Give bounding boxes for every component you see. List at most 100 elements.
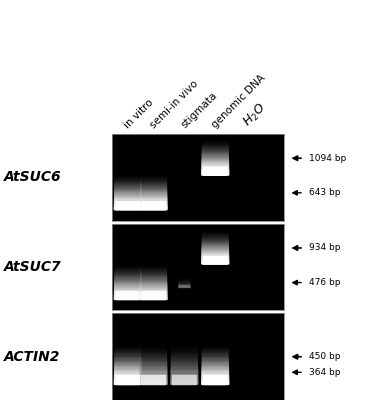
FancyBboxPatch shape bbox=[178, 282, 190, 284]
FancyBboxPatch shape bbox=[114, 363, 141, 366]
FancyBboxPatch shape bbox=[140, 371, 167, 373]
FancyBboxPatch shape bbox=[202, 248, 229, 250]
FancyBboxPatch shape bbox=[201, 379, 229, 381]
FancyBboxPatch shape bbox=[114, 268, 141, 270]
FancyBboxPatch shape bbox=[170, 376, 199, 378]
FancyBboxPatch shape bbox=[202, 164, 229, 166]
FancyBboxPatch shape bbox=[114, 281, 141, 283]
FancyBboxPatch shape bbox=[114, 272, 141, 275]
FancyBboxPatch shape bbox=[140, 352, 167, 354]
FancyBboxPatch shape bbox=[202, 155, 229, 157]
FancyBboxPatch shape bbox=[140, 280, 167, 282]
FancyBboxPatch shape bbox=[140, 198, 167, 200]
FancyBboxPatch shape bbox=[202, 254, 229, 256]
FancyBboxPatch shape bbox=[140, 182, 167, 184]
FancyBboxPatch shape bbox=[202, 349, 229, 351]
FancyBboxPatch shape bbox=[140, 188, 167, 190]
FancyBboxPatch shape bbox=[178, 280, 190, 281]
FancyBboxPatch shape bbox=[114, 297, 142, 299]
FancyBboxPatch shape bbox=[114, 267, 141, 269]
FancyBboxPatch shape bbox=[140, 275, 167, 277]
FancyBboxPatch shape bbox=[139, 382, 168, 384]
FancyBboxPatch shape bbox=[140, 363, 167, 366]
FancyBboxPatch shape bbox=[178, 285, 190, 286]
FancyBboxPatch shape bbox=[114, 354, 141, 356]
FancyBboxPatch shape bbox=[201, 375, 229, 377]
FancyBboxPatch shape bbox=[202, 152, 229, 154]
FancyBboxPatch shape bbox=[202, 231, 229, 233]
FancyBboxPatch shape bbox=[114, 283, 142, 285]
FancyBboxPatch shape bbox=[114, 367, 142, 370]
FancyBboxPatch shape bbox=[115, 201, 140, 210]
FancyBboxPatch shape bbox=[114, 382, 142, 384]
FancyBboxPatch shape bbox=[202, 162, 229, 164]
FancyBboxPatch shape bbox=[139, 291, 168, 293]
FancyBboxPatch shape bbox=[114, 207, 142, 209]
FancyBboxPatch shape bbox=[139, 376, 168, 378]
FancyBboxPatch shape bbox=[140, 367, 167, 370]
FancyBboxPatch shape bbox=[202, 364, 229, 367]
Text: 450 bp: 450 bp bbox=[309, 352, 340, 361]
FancyBboxPatch shape bbox=[114, 194, 142, 196]
FancyBboxPatch shape bbox=[114, 358, 141, 360]
FancyBboxPatch shape bbox=[171, 352, 198, 354]
FancyBboxPatch shape bbox=[171, 366, 198, 368]
FancyBboxPatch shape bbox=[139, 379, 168, 381]
FancyBboxPatch shape bbox=[114, 346, 141, 349]
FancyBboxPatch shape bbox=[201, 258, 229, 260]
FancyBboxPatch shape bbox=[202, 147, 229, 149]
FancyBboxPatch shape bbox=[171, 374, 198, 376]
FancyBboxPatch shape bbox=[201, 259, 229, 261]
FancyBboxPatch shape bbox=[139, 202, 168, 204]
FancyBboxPatch shape bbox=[140, 264, 167, 266]
FancyBboxPatch shape bbox=[140, 346, 167, 349]
FancyBboxPatch shape bbox=[202, 232, 229, 234]
FancyBboxPatch shape bbox=[114, 368, 142, 371]
FancyBboxPatch shape bbox=[202, 160, 229, 162]
FancyBboxPatch shape bbox=[202, 242, 229, 244]
FancyBboxPatch shape bbox=[140, 178, 167, 180]
FancyBboxPatch shape bbox=[140, 289, 167, 291]
FancyBboxPatch shape bbox=[140, 267, 167, 269]
FancyBboxPatch shape bbox=[178, 285, 191, 286]
FancyBboxPatch shape bbox=[114, 201, 142, 203]
Text: genomic DNA: genomic DNA bbox=[210, 73, 267, 130]
FancyBboxPatch shape bbox=[114, 190, 141, 192]
FancyBboxPatch shape bbox=[171, 358, 198, 360]
FancyBboxPatch shape bbox=[140, 368, 167, 371]
FancyBboxPatch shape bbox=[171, 345, 198, 347]
FancyBboxPatch shape bbox=[178, 287, 191, 288]
FancyBboxPatch shape bbox=[141, 291, 166, 300]
FancyBboxPatch shape bbox=[201, 174, 229, 176]
Text: 364 bp: 364 bp bbox=[309, 368, 340, 377]
FancyBboxPatch shape bbox=[140, 274, 167, 276]
FancyBboxPatch shape bbox=[140, 197, 167, 199]
FancyBboxPatch shape bbox=[140, 356, 167, 358]
FancyBboxPatch shape bbox=[140, 272, 167, 275]
FancyBboxPatch shape bbox=[202, 362, 229, 364]
FancyBboxPatch shape bbox=[201, 262, 229, 264]
FancyBboxPatch shape bbox=[178, 281, 190, 282]
FancyBboxPatch shape bbox=[202, 241, 229, 243]
FancyBboxPatch shape bbox=[114, 205, 142, 207]
FancyBboxPatch shape bbox=[170, 380, 199, 382]
FancyBboxPatch shape bbox=[114, 191, 141, 193]
FancyBboxPatch shape bbox=[114, 275, 141, 277]
FancyBboxPatch shape bbox=[140, 277, 167, 279]
FancyBboxPatch shape bbox=[139, 375, 168, 377]
FancyBboxPatch shape bbox=[114, 291, 142, 293]
FancyBboxPatch shape bbox=[202, 245, 229, 247]
FancyBboxPatch shape bbox=[171, 354, 198, 356]
FancyBboxPatch shape bbox=[114, 298, 142, 300]
FancyBboxPatch shape bbox=[141, 201, 166, 210]
FancyBboxPatch shape bbox=[178, 283, 190, 284]
Text: semi-in vivo: semi-in vivo bbox=[148, 78, 200, 130]
FancyBboxPatch shape bbox=[140, 270, 167, 272]
FancyBboxPatch shape bbox=[114, 184, 141, 186]
FancyBboxPatch shape bbox=[140, 288, 167, 290]
FancyBboxPatch shape bbox=[114, 349, 141, 351]
FancyBboxPatch shape bbox=[201, 169, 229, 171]
FancyBboxPatch shape bbox=[171, 371, 198, 373]
FancyBboxPatch shape bbox=[114, 192, 142, 194]
FancyBboxPatch shape bbox=[114, 378, 142, 380]
